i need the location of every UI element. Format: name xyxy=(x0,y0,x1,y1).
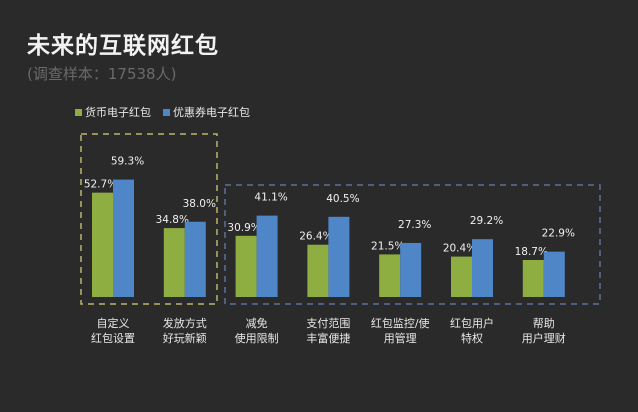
bar-coupon-4 xyxy=(328,216,350,297)
legend-item-coupon: 优惠券电子红包 xyxy=(163,104,250,120)
data-label-coupon-5: 27.3% xyxy=(398,219,431,231)
category-label-3-line-1: 减免 xyxy=(246,316,268,330)
highlight-box-1 xyxy=(80,133,218,305)
bar-coupon-6 xyxy=(472,239,493,297)
data-label-coupon-1: 59.3% xyxy=(111,156,144,168)
data-label-cash-7: 18.7% xyxy=(515,246,548,258)
data-label-coupon-4: 40.5% xyxy=(326,193,359,205)
category-label-6-line-1: 红包用户 xyxy=(450,316,494,330)
category-label-6-line-2: 特权 xyxy=(461,331,483,345)
bar-cash-5 xyxy=(379,254,401,297)
data-label-cash-6: 20.4% xyxy=(443,243,476,255)
bar-cash-6 xyxy=(451,256,472,297)
data-label-coupon-6: 29.2% xyxy=(470,215,503,227)
bar-coupon-1 xyxy=(113,179,134,297)
category-label-1-line-1: 自定义 xyxy=(97,316,130,330)
page-title: 未来的互联网红包 xyxy=(27,33,219,59)
category-label-7-line-1: 帮助 xyxy=(533,316,555,330)
data-label-cash-3: 30.9% xyxy=(227,222,260,234)
legend-swatch-cash xyxy=(75,108,82,116)
data-label-cash-2: 34.8% xyxy=(156,214,189,226)
data-label-cash-5: 21.5% xyxy=(371,240,404,252)
bar-cash-3 xyxy=(235,235,257,297)
legend-label-coupon: 优惠券电子红包 xyxy=(173,106,250,119)
data-label-coupon-3: 41.1% xyxy=(254,192,287,204)
bar-coupon-7 xyxy=(543,251,565,297)
sample-size-subtitle: (调查样本：17538人) xyxy=(27,65,177,83)
category-label-3-line-2: 使用限制 xyxy=(235,332,279,345)
data-label-coupon-2: 38.0% xyxy=(183,198,216,210)
category-label-2-line-1: 发放方式 xyxy=(163,316,207,330)
data-label-cash-1: 52.7% xyxy=(84,179,117,191)
legend-label-cash: 货币电子红包 xyxy=(85,106,151,119)
bar-coupon-2 xyxy=(184,221,206,297)
bar-cash-1 xyxy=(92,192,113,297)
category-label-4-line-2: 丰富便捷 xyxy=(306,331,350,345)
highlight-box-2 xyxy=(224,184,601,305)
bar-cash-7 xyxy=(522,259,544,297)
category-label-2-line-2: 好玩新颖 xyxy=(163,331,207,345)
legend-swatch-coupon xyxy=(163,108,170,116)
category-label-7-line-2: 用户理财 xyxy=(522,331,566,345)
category-label-1-line-2: 红包设置 xyxy=(91,332,135,345)
chart-legend: 货币电子红包 优惠券电子红包 xyxy=(75,104,250,120)
bar-cash-4 xyxy=(307,244,329,297)
bar-cash-2 xyxy=(163,228,185,297)
category-label-4-line-1: 支付范围 xyxy=(306,316,350,330)
bar-coupon-3 xyxy=(256,215,278,297)
data-label-cash-4: 26.4% xyxy=(299,231,332,243)
data-label-coupon-7: 22.9% xyxy=(542,228,575,240)
category-label-5-line-2: 用管理 xyxy=(384,331,417,345)
bar-coupon-5 xyxy=(400,242,422,297)
category-label-5-line-1: 红包监控/使 xyxy=(371,316,430,330)
legend-item-cash: 货币电子红包 xyxy=(75,104,151,120)
